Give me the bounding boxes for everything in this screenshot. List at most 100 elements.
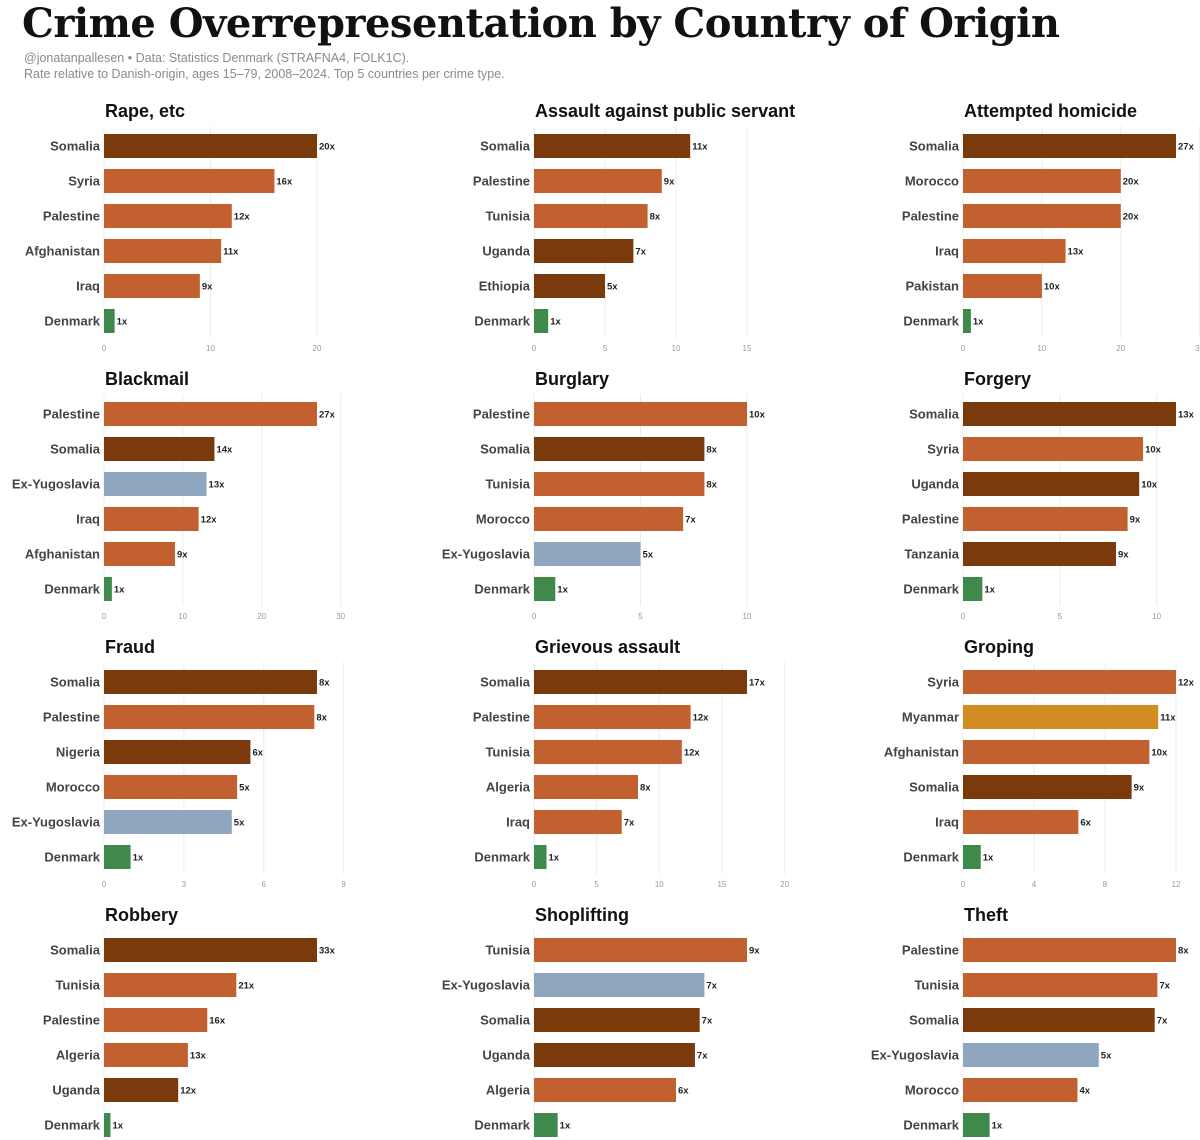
value-label: 1x xyxy=(984,585,995,596)
x-tick-label: 10 xyxy=(672,344,681,353)
bar-denmark xyxy=(963,845,981,869)
bar-uganda xyxy=(534,239,634,263)
bar-somalia xyxy=(104,134,317,158)
bar-syria xyxy=(963,670,1176,694)
value-label: 12x xyxy=(693,713,710,724)
panel-title: Blackmail xyxy=(105,369,189,389)
bar-denmark xyxy=(534,845,547,869)
x-tick-label: 6 xyxy=(262,880,267,889)
value-label: 8x xyxy=(706,480,717,491)
category-label: Somalia xyxy=(480,1013,531,1028)
value-label: 1x xyxy=(117,317,128,328)
bar-algeria xyxy=(534,775,638,799)
bar-denmark xyxy=(104,309,115,333)
x-tick-label: 0 xyxy=(532,344,537,353)
value-label: 8x xyxy=(316,713,327,724)
value-label: 4x xyxy=(1079,1086,1090,1097)
value-label: 6x xyxy=(252,748,263,759)
bar-denmark xyxy=(104,1113,111,1137)
bar-tunisia xyxy=(534,740,682,764)
bar-denmark xyxy=(963,577,983,601)
value-label: 10x xyxy=(749,410,766,421)
x-tick-label: 5 xyxy=(1058,612,1063,621)
category-label: Palestine xyxy=(43,407,100,422)
bar-pakistan xyxy=(963,274,1042,298)
bar-denmark xyxy=(104,845,131,869)
bar-algeria xyxy=(534,1078,676,1102)
value-label: 10x xyxy=(1044,282,1061,293)
category-label: Myanmar xyxy=(902,710,959,725)
bar-tanzania xyxy=(963,542,1116,566)
category-label: Nigeria xyxy=(56,745,101,760)
value-label: 11x xyxy=(692,142,708,153)
value-label: 21x xyxy=(238,981,255,992)
x-tick-label: 15 xyxy=(743,344,752,353)
category-label: Tanzania xyxy=(904,547,959,562)
category-label: Somalia xyxy=(50,675,101,690)
bar-somalia xyxy=(963,402,1176,426)
bar-denmark xyxy=(534,309,549,333)
value-label: 5x xyxy=(1101,1051,1112,1062)
bar-afghanistan xyxy=(104,239,222,263)
bar-denmark xyxy=(534,1113,558,1137)
x-tick-label: 10 xyxy=(743,612,752,621)
value-label: 1x xyxy=(973,317,984,328)
panel-title: Assault against public servant xyxy=(535,101,795,121)
value-label: 1x xyxy=(992,1121,1003,1132)
category-label: Ex-Yugoslavia xyxy=(12,815,101,830)
bar-morocco xyxy=(104,775,238,799)
bar-iraq xyxy=(104,274,200,298)
bar-denmark xyxy=(963,1113,990,1137)
value-label: 7x xyxy=(685,515,696,526)
value-label: 7x xyxy=(697,1051,708,1062)
category-label: Denmark xyxy=(44,1118,100,1133)
category-label: Tunisia xyxy=(55,978,100,993)
bar-somalia xyxy=(104,938,317,962)
value-label: 1x xyxy=(560,1121,571,1132)
value-label: 10x xyxy=(1145,445,1162,456)
x-tick-label: 15 xyxy=(717,880,726,889)
value-label: 1x xyxy=(550,317,561,328)
value-label: 7x xyxy=(706,981,717,992)
category-label: Denmark xyxy=(903,850,959,865)
category-label: Somalia xyxy=(50,442,101,457)
category-label: Iraq xyxy=(935,244,959,259)
bar-iraq xyxy=(104,507,199,531)
bar-tunisia xyxy=(963,973,1158,997)
x-tick-label: 5 xyxy=(638,612,643,621)
bar-tunisia xyxy=(534,204,648,228)
bar-palestine xyxy=(104,402,317,426)
value-label: 9x xyxy=(202,282,213,293)
bar-tunisia xyxy=(534,472,705,496)
category-label: Somalia xyxy=(480,442,531,457)
category-label: Morocco xyxy=(476,512,530,527)
value-label: 9x xyxy=(1134,783,1145,794)
x-tick-label: 20 xyxy=(313,344,322,353)
bar-nigeria xyxy=(104,740,251,764)
value-label: 10x xyxy=(1151,748,1168,759)
bar-ex-yugoslavia xyxy=(104,472,207,496)
bar-palestine xyxy=(104,1008,208,1032)
value-label: 7x xyxy=(1157,1016,1168,1027)
category-label: Palestine xyxy=(902,943,959,958)
x-tick-label: 10 xyxy=(178,612,187,621)
value-label: 27x xyxy=(1178,142,1195,153)
category-label: Iraq xyxy=(935,815,959,830)
category-label: Denmark xyxy=(903,314,959,329)
category-label: Iraq xyxy=(76,279,100,294)
bar-uganda xyxy=(963,472,1140,496)
category-label: Denmark xyxy=(474,850,530,865)
x-tick-label: 8 xyxy=(1103,880,1108,889)
category-label: Palestine xyxy=(902,209,959,224)
bar-syria xyxy=(104,169,275,193)
x-tick-label: 10 xyxy=(1152,612,1161,621)
panel-title: Groping xyxy=(964,637,1034,657)
category-label: Morocco xyxy=(46,780,100,795)
category-label: Palestine xyxy=(902,512,959,527)
x-tick-label: 20 xyxy=(1116,344,1125,353)
category-label: Syria xyxy=(927,675,960,690)
bar-ex-yugoslavia xyxy=(534,542,641,566)
value-label: 9x xyxy=(749,946,760,957)
value-label: 13x xyxy=(190,1051,207,1062)
value-label: 5x xyxy=(234,818,245,829)
